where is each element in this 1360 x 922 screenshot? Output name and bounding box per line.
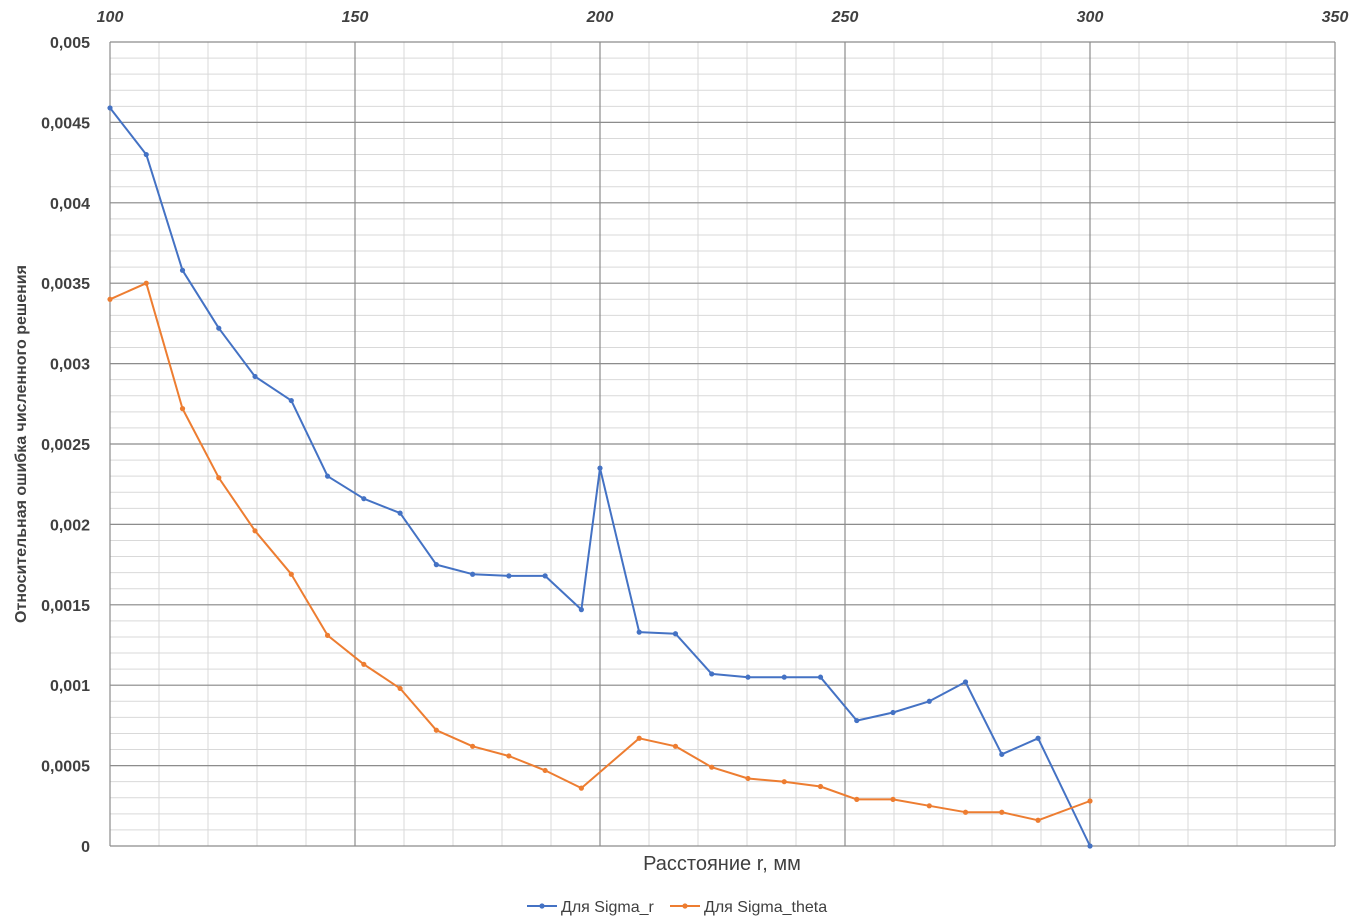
data-point [470,571,476,577]
data-point [854,796,860,802]
data-point [506,753,512,759]
data-point [1087,798,1093,804]
series-line-1 [109,107,1091,847]
legend: Для Sigma_r Для Sigma_theta [527,899,827,916]
data-point [216,325,222,331]
y-tick-label: 0,0015 [41,598,90,615]
y-tick-label: 0,0025 [41,437,90,454]
data-point [745,674,751,680]
data-point [636,629,642,635]
data-point [288,397,294,404]
x-axis-ticks: 100 150 200 250 300 350 [97,9,1349,26]
data-point [107,296,113,302]
series-layer [107,105,1093,849]
data-point [926,803,932,809]
y-tick-label: 0,0045 [41,115,90,132]
y-tick-label: 0,003 [50,357,90,374]
y-tick-label: 0,004 [50,196,90,213]
data-point [745,775,751,782]
data-point [397,685,403,692]
data-point [709,764,715,770]
data-point [216,475,222,481]
data-point [361,496,367,502]
data-point [252,528,258,534]
legend-label: Для Sigma_theta [704,899,827,916]
y-tick-label: 0 [81,839,90,856]
data-point [999,751,1005,757]
data-point [854,717,860,724]
data-point [542,573,548,579]
data-point [179,406,186,412]
data-point [506,573,512,579]
data-point [143,280,149,286]
data-point [361,661,367,667]
data-point [636,735,642,741]
data-point [470,743,476,749]
x-tick-label: 200 [586,9,614,26]
data-point [143,151,149,158]
data-point [179,267,186,273]
y-tick-label: 0,0005 [41,759,90,776]
data-point [288,571,294,577]
data-point [781,779,787,785]
data-point [926,698,932,704]
data-point [709,671,715,677]
x-axis-title: Расстояние r, мм [643,853,801,875]
x-tick-label: 150 [342,9,369,26]
legend-label: Для Sigma_r [561,899,655,916]
data-point [672,631,679,637]
x-tick-label: 300 [1077,9,1104,26]
data-point [578,785,584,791]
data-point [397,510,403,516]
y-tick-label: 0,002 [50,517,90,534]
y-tick-label: 0,001 [50,678,90,695]
data-point [781,674,787,680]
data-point [817,783,824,790]
data-point [578,607,584,613]
data-point [962,809,969,815]
legend-swatch-marker [539,903,545,909]
data-point [890,796,896,802]
x-tick-label: 100 [97,9,124,26]
data-point [597,465,603,471]
data-point [1035,735,1041,741]
data-point [433,727,439,733]
x-tick-label: 250 [831,9,859,26]
data-point [252,373,258,380]
data-point [324,632,331,638]
y-tick-label: 0,005 [50,35,90,52]
data-point [433,562,439,568]
major-gridlines [109,41,1336,847]
y-tick-label: 0,0035 [41,276,90,293]
data-point [107,105,113,111]
y-axis-title: Относительная ошибка численного решения [13,265,30,623]
data-point [962,679,969,685]
data-point [542,767,548,774]
data-point [890,709,896,716]
x-tick-label: 350 [1322,9,1349,26]
data-point [999,809,1005,815]
legend-swatch-marker [682,903,688,909]
data-point [672,743,679,749]
data-point [817,674,824,680]
data-point [1035,817,1041,823]
data-point [1087,843,1093,849]
data-point [324,473,331,479]
y-axis-ticks: 0 0,0005 0,001 0,0015 0,002 0,0025 0,003 0,0035… [41,35,90,856]
